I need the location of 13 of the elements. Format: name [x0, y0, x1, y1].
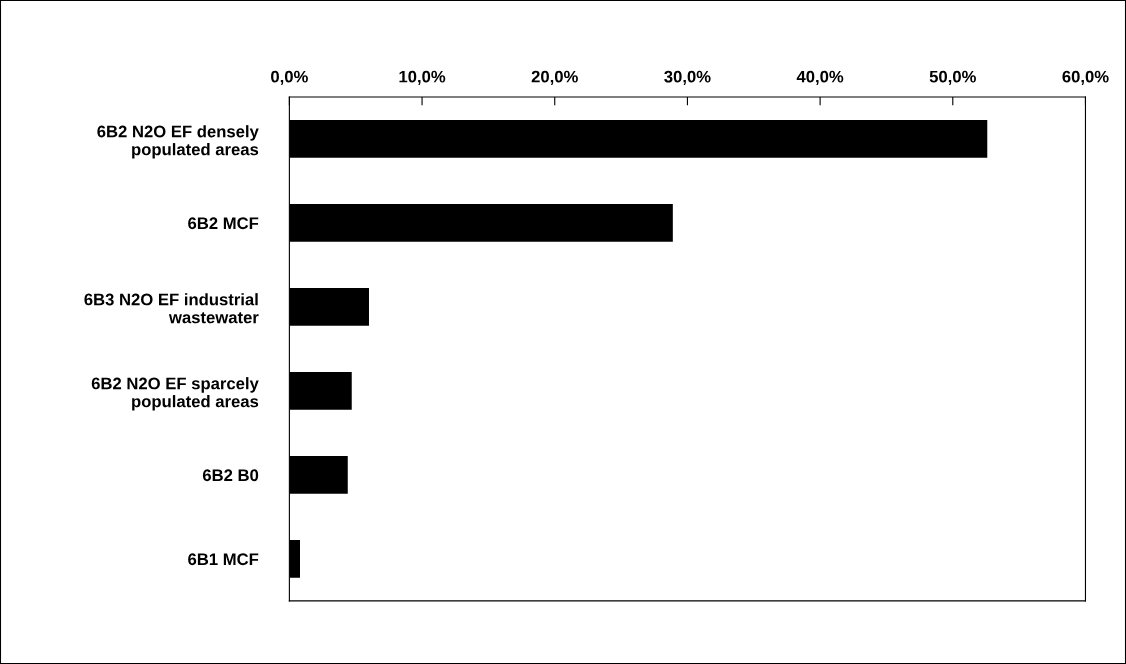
x-tick-label: 50,0% [929, 70, 976, 85]
x-tick-label: 10,0% [399, 70, 446, 85]
x-tick-label: 0,0% [271, 70, 308, 85]
y-tick-label: 6B1 MCF [188, 553, 259, 566]
x-tick-label: 40,0% [796, 70, 844, 85]
y-tick-label: 6B2 N2O EF sparcely populated areas [91, 377, 259, 411]
y-tick-label: 6B2 MCF [188, 217, 259, 230]
y-tick-label: 6B2 B0 [202, 469, 259, 482]
x-tick-label: 30,0% [664, 70, 711, 85]
y-tick-label: 6B3 N2O EF industrial wastewater [84, 293, 259, 324]
x-tick-label: 60,0% [1062, 70, 1109, 85]
x-tick-label: 20,0% [531, 70, 578, 85]
y-tick-label: 6B2 N2O EF densely populated areas [97, 125, 259, 159]
